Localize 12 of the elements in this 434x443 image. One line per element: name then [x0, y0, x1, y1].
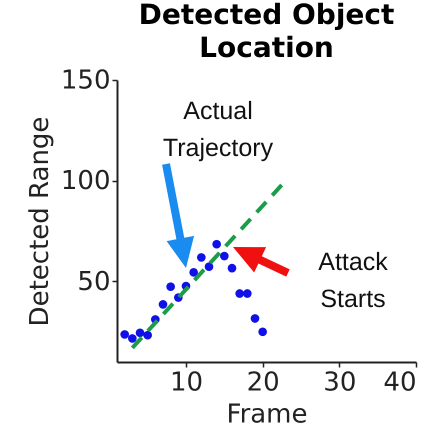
y-tick-label: 100 — [60, 166, 110, 196]
y-tick-label: 50 — [77, 266, 110, 297]
x-tick-label: 40 — [383, 368, 416, 398]
x-tick-label: 30 — [323, 368, 356, 398]
x-axis-title: Frame — [226, 400, 308, 430]
y-tick-label: 150 — [60, 66, 110, 96]
annotation: Attack Starts — [318, 248, 388, 313]
y-axis-title: Detected Range — [24, 116, 55, 326]
chart-title: Detected Object Location — [138, 0, 394, 64]
annotation: Actual Trajectory — [162, 97, 274, 162]
x-tick-label: 10 — [170, 368, 204, 398]
x-tick-label: 20 — [246, 368, 280, 398]
